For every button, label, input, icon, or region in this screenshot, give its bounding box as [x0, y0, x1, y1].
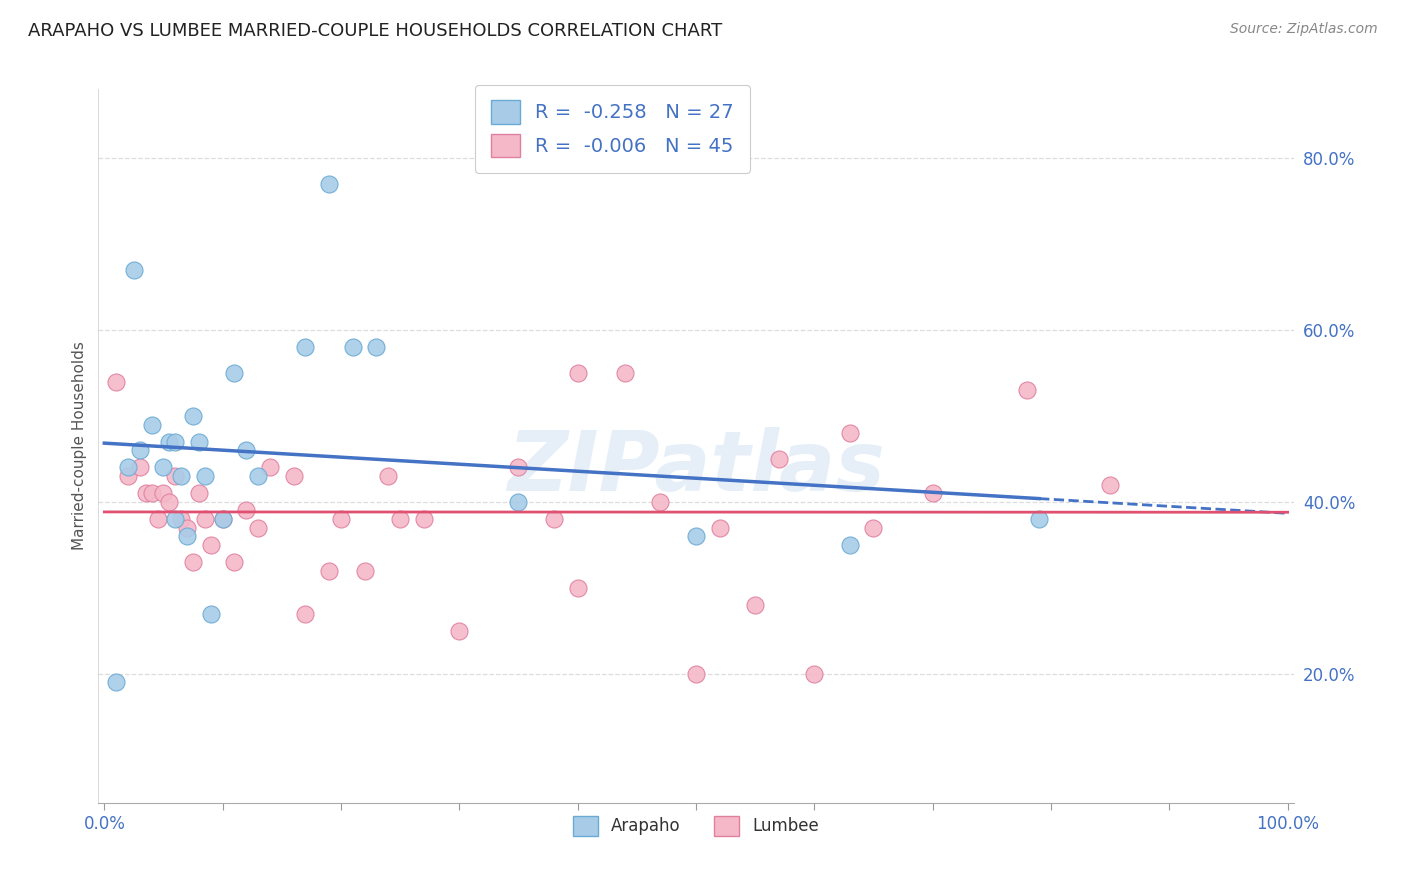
Point — [135, 486, 157, 500]
Point — [449, 624, 471, 638]
Point — [141, 486, 163, 500]
Text: Source: ZipAtlas.com: Source: ZipAtlas.com — [1230, 22, 1378, 37]
Point — [235, 443, 257, 458]
Legend: Arapaho, Lumbee: Arapaho, Lumbee — [564, 807, 828, 845]
Point — [200, 607, 222, 621]
Point — [921, 486, 943, 500]
Y-axis label: Married-couple Households: Married-couple Households — [72, 342, 87, 550]
Point — [342, 340, 364, 354]
Point — [122, 262, 145, 277]
Point — [211, 512, 233, 526]
Point — [803, 666, 825, 681]
Point — [152, 486, 174, 500]
Point — [224, 555, 246, 569]
Point — [200, 538, 222, 552]
Point — [543, 512, 565, 526]
Point — [165, 469, 187, 483]
Point — [176, 521, 198, 535]
Point — [862, 521, 884, 535]
Point — [165, 434, 187, 449]
Point — [389, 512, 412, 526]
Point — [508, 495, 530, 509]
Point — [141, 417, 163, 432]
Point — [838, 426, 860, 441]
Point — [1099, 477, 1122, 491]
Point — [353, 564, 375, 578]
Text: ZIPatlas: ZIPatlas — [508, 427, 884, 508]
Point — [685, 666, 707, 681]
Point — [211, 512, 233, 526]
Point — [157, 495, 180, 509]
Point — [283, 469, 305, 483]
Point — [294, 340, 316, 354]
Point — [128, 460, 150, 475]
Point — [152, 460, 174, 475]
Point — [247, 521, 270, 535]
Point — [117, 469, 139, 483]
Point — [247, 469, 270, 483]
Point — [194, 469, 217, 483]
Text: ARAPAHO VS LUMBEE MARRIED-COUPLE HOUSEHOLDS CORRELATION CHART: ARAPAHO VS LUMBEE MARRIED-COUPLE HOUSEHO… — [28, 22, 723, 40]
Point — [294, 607, 316, 621]
Point — [1028, 512, 1050, 526]
Point — [170, 469, 193, 483]
Point — [117, 460, 139, 475]
Point — [157, 434, 180, 449]
Point — [377, 469, 399, 483]
Point — [170, 512, 193, 526]
Point — [709, 521, 731, 535]
Point — [181, 555, 204, 569]
Point — [318, 177, 340, 191]
Point — [508, 460, 530, 475]
Point — [330, 512, 353, 526]
Point — [105, 675, 128, 690]
Point — [1017, 383, 1039, 397]
Point — [128, 443, 150, 458]
Point — [744, 598, 766, 612]
Point — [105, 375, 128, 389]
Point — [685, 529, 707, 543]
Point — [567, 366, 589, 380]
Point — [188, 486, 211, 500]
Point — [614, 366, 637, 380]
Point — [650, 495, 672, 509]
Point — [318, 564, 340, 578]
Point — [838, 538, 860, 552]
Point — [146, 512, 169, 526]
Point — [235, 503, 257, 517]
Point — [176, 529, 198, 543]
Point — [259, 460, 281, 475]
Point — [188, 434, 211, 449]
Point — [181, 409, 204, 423]
Point — [165, 512, 187, 526]
Point — [194, 512, 217, 526]
Point — [412, 512, 434, 526]
Point — [366, 340, 388, 354]
Point — [567, 581, 589, 595]
Point — [768, 451, 790, 466]
Point — [224, 366, 246, 380]
